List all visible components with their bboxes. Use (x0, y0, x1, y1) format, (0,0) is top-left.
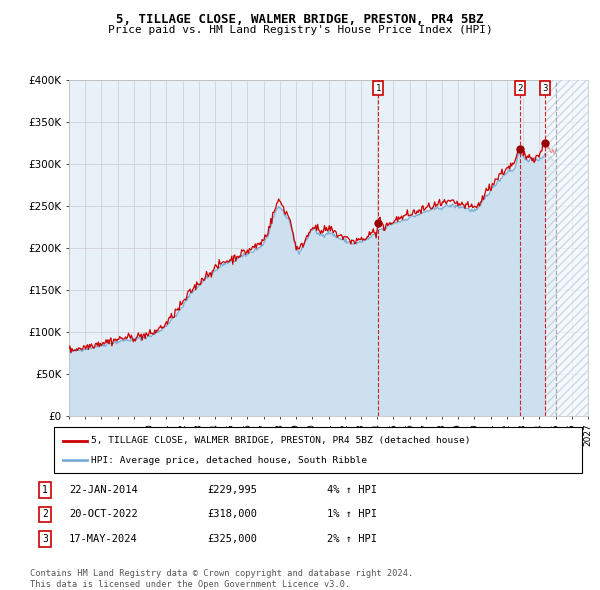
Text: £325,000: £325,000 (207, 535, 257, 544)
Text: 2% ↑ HPI: 2% ↑ HPI (327, 535, 377, 544)
Text: Contains HM Land Registry data © Crown copyright and database right 2024.
This d: Contains HM Land Registry data © Crown c… (30, 569, 413, 589)
Text: 5, TILLAGE CLOSE, WALMER BRIDGE, PRESTON, PR4 5BZ (detached house): 5, TILLAGE CLOSE, WALMER BRIDGE, PRESTON… (91, 437, 471, 445)
Text: 5, TILLAGE CLOSE, WALMER BRIDGE, PRESTON, PR4 5BZ: 5, TILLAGE CLOSE, WALMER BRIDGE, PRESTON… (116, 13, 484, 26)
Text: 20-OCT-2022: 20-OCT-2022 (69, 510, 138, 519)
Text: 22-JAN-2014: 22-JAN-2014 (69, 485, 138, 494)
Text: £318,000: £318,000 (207, 510, 257, 519)
Text: 1: 1 (376, 84, 381, 93)
Text: £229,995: £229,995 (207, 485, 257, 494)
Text: 3: 3 (542, 84, 548, 93)
Text: Price paid vs. HM Land Registry's House Price Index (HPI): Price paid vs. HM Land Registry's House … (107, 25, 493, 35)
Text: 17-MAY-2024: 17-MAY-2024 (69, 535, 138, 544)
Text: 1: 1 (42, 485, 48, 494)
Text: HPI: Average price, detached house, South Ribble: HPI: Average price, detached house, Sout… (91, 456, 367, 465)
Text: 3: 3 (42, 535, 48, 544)
Text: 4% ↑ HPI: 4% ↑ HPI (327, 485, 377, 494)
Text: 1% ↑ HPI: 1% ↑ HPI (327, 510, 377, 519)
Text: 2: 2 (517, 84, 523, 93)
Text: 2: 2 (42, 510, 48, 519)
